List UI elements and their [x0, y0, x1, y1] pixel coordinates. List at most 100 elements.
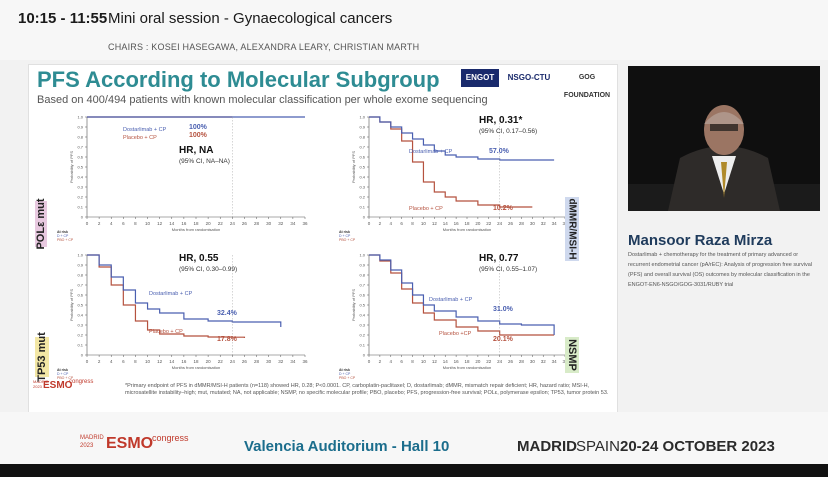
x-tick-label: 34 — [552, 221, 558, 226]
x-tick-label: 26 — [242, 221, 248, 226]
footer-esmo-brand: ESMO — [106, 435, 154, 452]
x-tick-label: 28 — [519, 221, 525, 226]
confidence-interval: (95% CI, 0.55–1.07) — [479, 266, 537, 273]
placebo-pct: 20.1% — [493, 336, 514, 343]
hazard-ratio: HR, 0.31* — [479, 115, 522, 126]
y-tick-label: 0.7 — [359, 283, 365, 288]
y-tick-label: 0.5 — [359, 165, 365, 170]
at-risk-pbo-row: PBO + CP — [339, 376, 356, 380]
x-tick-label: 24 — [497, 359, 503, 364]
nsgo-logo: NSGO-CTU — [507, 73, 551, 82]
at-risk-dost-row: D + CP — [57, 234, 69, 238]
x-tick-label: 4 — [110, 359, 113, 364]
x-tick-label: 18 — [193, 359, 199, 364]
y-tick-label: 0.9 — [359, 263, 365, 268]
at-risk-label: At risk — [57, 368, 68, 372]
placebo-legend: Placebo + CP — [409, 206, 443, 212]
y-tick-label: 0.3 — [359, 323, 365, 328]
km-panel-1: 00.10.20.30.40.50.60.70.80.91.00 2 4 6 8 10 12… — [57, 115, 308, 243]
y-tick-label: 0.5 — [359, 303, 365, 308]
session-title: Mini oral session - Gynaecological cance… — [108, 10, 393, 27]
placebo-legend: Placebo + CP — [149, 329, 183, 335]
x-tick-label: 14 — [443, 221, 449, 226]
hazard-ratio: HR, 0.77 — [479, 253, 519, 264]
x-tick-label: 2 — [98, 359, 101, 364]
y-tick-label: 0.6 — [77, 293, 83, 298]
y-tick-label: 0 — [81, 215, 84, 220]
y-tick-label: 0.2 — [359, 195, 365, 200]
venue-label: Valencia Auditorium - Hall 10 — [244, 438, 450, 455]
x-tick-label: 10 — [421, 221, 427, 226]
x-tick-label: 18 — [464, 221, 470, 226]
speaker-video — [628, 66, 820, 211]
slide-footnote: *Primary endpoint of PFS in dMMR/MSI-H p… — [125, 383, 609, 396]
x-tick-label: 0 — [86, 359, 89, 364]
km-panel-4: 00.10.20.30.40.50.60.70.80.91.00 2 4 6 8 10 12… — [339, 253, 568, 381]
placebo-legend: Placebo + CP — [123, 135, 157, 141]
x-tick-label: 36 — [302, 359, 308, 364]
gog-logo: GOG FOUNDATION — [563, 74, 611, 99]
x-tick-label: 36 — [302, 221, 308, 226]
at-risk-dost-row: D + CP — [57, 372, 69, 376]
x-tick-label: 6 — [122, 221, 125, 226]
y-tick-label: 0 — [363, 215, 366, 220]
x-tick-label: 32 — [541, 359, 547, 364]
x-tick-label: 26 — [508, 221, 514, 226]
x-tick-label: 34 — [290, 221, 296, 226]
x-tick-label: 2 — [98, 221, 101, 226]
at-risk-dost-row: D + CP — [339, 234, 351, 238]
x-tick-label: 12 — [432, 221, 438, 226]
panel-label-tp53: TP53 mut — [35, 332, 49, 382]
slide-esmo-city: MADRID — [33, 379, 49, 384]
y-axis-label: Probability of PFS — [351, 151, 356, 183]
x-tick-label: 4 — [390, 359, 393, 364]
slide-esmo-brand: ESMO — [43, 380, 73, 391]
x-tick-label: 28 — [254, 359, 260, 364]
x-tick-label: 28 — [254, 221, 260, 226]
x-tick-label: 16 — [181, 359, 187, 364]
panel-label-text: NSMP — [566, 339, 578, 371]
x-tick-label: 0 — [86, 221, 89, 226]
dostarlimab-curve — [369, 116, 555, 161]
y-tick-label: 0.4 — [359, 313, 365, 318]
x-tick-label: 0 — [368, 221, 371, 226]
x-axis-label: Months from randomisation — [172, 365, 220, 370]
x-tick-label: 26 — [242, 359, 248, 364]
y-tick-label: 0.6 — [359, 155, 365, 160]
x-axis-label: Months from randomisation — [443, 227, 491, 232]
placebo-legend: Placebo +CP — [439, 331, 472, 337]
session-time: 10:15 - 11:55 — [18, 10, 108, 27]
session-chairs: CHAIRS : KOSEI HASEGAWA, ALEXANDRA LEARY… — [108, 42, 420, 52]
y-axis-label: Probability of PFS — [69, 151, 74, 183]
x-tick-label: 34 — [552, 359, 558, 364]
x-tick-label: 32 — [541, 221, 547, 226]
y-tick-label: 0.9 — [359, 125, 365, 130]
y-tick-label: 0 — [81, 353, 84, 358]
y-tick-label: 0.2 — [77, 333, 83, 338]
x-tick-label: 22 — [218, 221, 224, 226]
x-tick-label: 0 — [368, 359, 371, 364]
x-tick-label: 18 — [193, 221, 199, 226]
x-tick-label: 14 — [169, 359, 175, 364]
x-tick-label: 24 — [230, 221, 236, 226]
x-tick-label: 14 — [169, 221, 175, 226]
placebo-pct: 100% — [189, 132, 208, 139]
y-tick-label: 0.8 — [359, 135, 365, 140]
dostarlimab-legend: Dostarlimab + CP — [429, 297, 473, 303]
dostarlimab-pct: 32.4% — [217, 310, 238, 317]
dostarlimab-legend: Dostarlimab + CP — [149, 291, 193, 297]
x-tick-label: 32 — [278, 359, 284, 364]
y-tick-label: 0.7 — [77, 283, 83, 288]
x-tick-label: 32 — [278, 221, 284, 226]
dostarlimab-pct: 31.0% — [493, 306, 514, 313]
at-risk-label: At risk — [57, 230, 68, 234]
x-tick-label: 12 — [157, 221, 163, 226]
y-tick-label: 0.2 — [77, 195, 83, 200]
y-tick-label: 0.8 — [77, 273, 83, 278]
km-panel-2: 00.10.20.30.40.50.60.70.80.91.00 2 4 6 8 10 12… — [339, 115, 568, 243]
x-tick-label: 22 — [218, 359, 224, 364]
dostarlimab-legend: Dostarlimab + CP — [409, 149, 453, 155]
placebo-pct: 17.8% — [217, 336, 238, 343]
dostarlimab-curve — [87, 254, 282, 327]
x-tick-label: 10 — [145, 359, 151, 364]
